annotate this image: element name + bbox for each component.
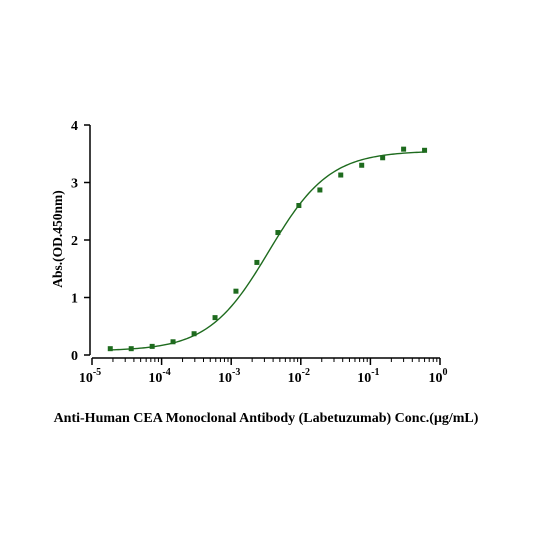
- tick-labels-layer: 0 1 2 3 4 10-5 10-4 10-3 10-2 10-1 100: [71, 119, 448, 386]
- fit-curve: [110, 151, 425, 351]
- y-axis-title: Abs.(OD.450nm): [50, 190, 65, 288]
- y-tick-label: 0: [71, 349, 78, 364]
- axes: [84, 124, 441, 365]
- data-point: [107, 346, 113, 352]
- data-point: [317, 187, 323, 193]
- data-point: [233, 288, 239, 294]
- data-point: [191, 331, 197, 337]
- x-tick-label: 100: [429, 367, 448, 386]
- data-point: [128, 346, 134, 352]
- x-tick-label: 10-3: [218, 367, 240, 386]
- data-point: [296, 203, 302, 208]
- x-tick-label: 10-1: [357, 367, 379, 386]
- y-tick-label: 1: [71, 292, 78, 307]
- fit-curve-layer: [110, 151, 425, 351]
- x-axis-title: Anti-Human CEA Monoclonal Antibody (Labe…: [54, 411, 479, 426]
- y-tick-label: 2: [71, 234, 78, 249]
- data-point: [359, 162, 365, 168]
- x-tick-label: 10-4: [148, 367, 170, 386]
- data-point: [380, 155, 386, 161]
- y-tick-label: 3: [71, 177, 78, 192]
- data-point: [149, 343, 155, 349]
- y-tick-label: 4: [71, 119, 78, 134]
- data-point: [275, 230, 281, 236]
- data-points-layer: [107, 146, 428, 352]
- x-tick-label: 10-5: [79, 367, 101, 386]
- data-point: [338, 172, 344, 178]
- data-point: [170, 339, 176, 345]
- x-tick-label: 10-2: [288, 367, 310, 386]
- data-point: [401, 146, 407, 152]
- data-point: [212, 315, 218, 321]
- data-point: [422, 147, 428, 153]
- data-point: [254, 259, 260, 265]
